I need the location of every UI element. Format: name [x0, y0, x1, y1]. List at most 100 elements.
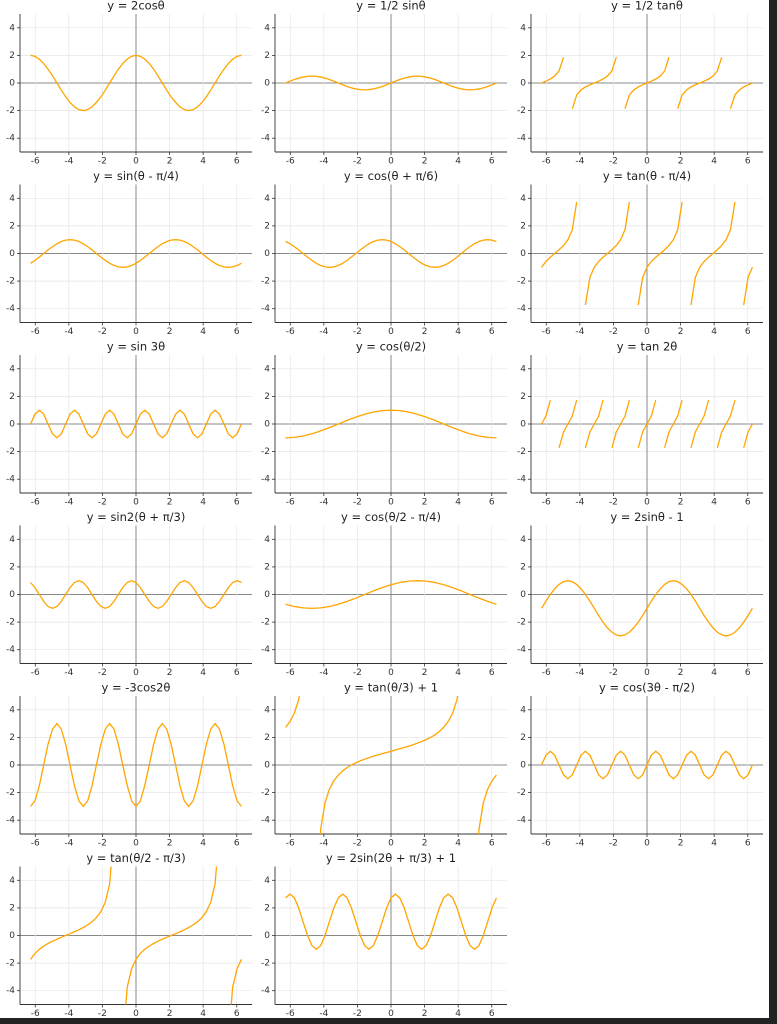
y-tick-label: 4: [9, 876, 15, 886]
x-tick-label: 0: [133, 1009, 139, 1019]
y-tick-label: 4: [9, 194, 15, 204]
x-tick-label: 4: [200, 1009, 206, 1019]
x-tick-label: 2: [167, 327, 173, 337]
y-tick-label: 0: [520, 249, 526, 259]
x-tick-label: -2: [98, 327, 107, 337]
x-tick-label: -6: [286, 839, 295, 849]
line: [541, 580, 753, 637]
x-tick-label: 4: [200, 327, 206, 337]
y-tick-label: -2: [261, 618, 270, 628]
subplot: y = sin 3θ -4 -2 0 2 4 -6 -4 -2 0 2 4 6: [6, 340, 252, 508]
y-tick-label: 4: [9, 705, 15, 715]
x-tick-label: 2: [678, 327, 684, 337]
line: [30, 866, 243, 1005]
x-tick-label: -4: [64, 327, 73, 337]
y-tick-label: -2: [517, 106, 526, 116]
x-tick-label: 2: [678, 668, 684, 678]
y-tick-label: 4: [520, 23, 526, 33]
x-tick-label: 4: [455, 668, 461, 678]
y-tick-label: 4: [264, 705, 270, 715]
x-tick-label: 2: [167, 498, 173, 508]
x-tick-label: 4: [455, 839, 461, 849]
x-tick-label: -2: [609, 157, 618, 167]
x-tick-label: -6: [286, 157, 295, 167]
y-tick-label: 2: [9, 51, 15, 61]
x-tick-label: -6: [542, 327, 551, 337]
x-tick-label: -4: [319, 668, 328, 678]
x-tick-label: 6: [489, 327, 495, 337]
subplot: y = cos(θ/2 - π/4) -4 -2 0 2 4 -6 -4 -2 0 2 4 6: [261, 510, 507, 678]
x-tick-label: -6: [31, 157, 40, 167]
y-tick-label: -4: [517, 475, 526, 485]
subplot: y = sin2(θ + π/3) -4 -2 0 2 4 -6 -4 -2 0 2 4 6: [6, 510, 252, 678]
y-tick-label: -4: [261, 816, 270, 826]
x-tick-label: -4: [575, 157, 584, 167]
y-tick-label: 2: [9, 903, 15, 913]
x-tick-label: 4: [200, 157, 206, 167]
chart-title: y = 2sin(2θ + π/3) + 1: [326, 851, 456, 865]
line: [285, 409, 497, 439]
line: [30, 722, 242, 808]
x-tick-label: 0: [388, 839, 394, 849]
edge: [769, 0, 777, 1024]
x-tick-label: 2: [678, 839, 684, 849]
subplot: y = cos(θ + π/6) -4 -2 0 2 4 -6 -4 -2 0 2 4 6: [261, 169, 507, 337]
subplot: y = tan(θ/3) + 1 -4 -2 0 2 4 -6 -4 -2 0 2 4 6: [261, 681, 507, 849]
subplot: y = tan(θ/2 - π/3) -4 -2 0 2 4 -6 -4 -2 0 2 4 6: [6, 851, 252, 1019]
x-tick-label: -2: [353, 157, 362, 167]
x-tick-label: 4: [711, 498, 717, 508]
y-tick-label: 2: [9, 392, 15, 402]
x-tick-label: 2: [422, 498, 428, 508]
y-tick-label: 2: [264, 733, 270, 743]
y-tick-label: -4: [6, 475, 15, 485]
line: [30, 54, 242, 112]
x-tick-label: -4: [575, 327, 584, 337]
x-tick-label: -2: [609, 839, 618, 849]
x-tick-label: -4: [64, 839, 73, 849]
x-tick-label: -6: [31, 1009, 40, 1019]
x-tick-label: -6: [542, 668, 551, 678]
y-tick-label: 0: [264, 931, 270, 941]
x-tick-label: -2: [609, 327, 618, 337]
x-tick-label: -6: [286, 668, 295, 678]
x-tick-label: 6: [234, 327, 240, 337]
line: [541, 56, 753, 110]
y-tick-label: 0: [9, 79, 15, 89]
x-tick-label: 0: [388, 498, 394, 508]
subplot: y = 2cosθ -4 -2 0 2 4 -6 -4 -2 0 2 4 6: [6, 0, 252, 167]
x-tick-label: 6: [234, 668, 240, 678]
y-tick-label: 2: [9, 221, 15, 231]
x-tick-label: -6: [286, 327, 295, 337]
x-tick-label: 0: [388, 327, 394, 337]
y-tick-label: 2: [264, 392, 270, 402]
x-tick-label: 0: [388, 1009, 394, 1019]
x-tick-label: 4: [711, 839, 717, 849]
y-tick-label: 0: [9, 249, 15, 259]
x-tick-label: -2: [98, 157, 107, 167]
y-tick-label: 4: [264, 194, 270, 204]
y-tick-label: -4: [6, 986, 15, 996]
x-tick-label: 4: [711, 327, 717, 337]
x-tick-label: 6: [234, 157, 240, 167]
y-tick-label: 2: [520, 221, 526, 231]
y-tick-label: -4: [517, 134, 526, 144]
x-tick-label: -2: [353, 327, 362, 337]
x-tick-label: 6: [745, 839, 751, 849]
x-tick-label: 0: [388, 668, 394, 678]
x-tick-label: -6: [542, 157, 551, 167]
x-tick-label: -2: [98, 1009, 107, 1019]
subplot: y = tan(θ - π/4) -4 -2 0 2 4 -6 -4 -2 0 2 4 6: [517, 169, 763, 337]
y-tick-label: 0: [9, 590, 15, 600]
x-tick-label: 6: [489, 668, 495, 678]
y-tick-label: 4: [264, 23, 270, 33]
y-tick-label: 4: [264, 535, 270, 545]
x-tick-label: 2: [678, 498, 684, 508]
subplot: y = 2sin(2θ + π/3) + 1 -4 -2 0 2 4 -6 -4 -2 0 2 4 6: [261, 851, 507, 1019]
y-tick-label: -2: [6, 959, 15, 969]
x-tick-label: -2: [98, 668, 107, 678]
x-tick-label: 6: [745, 498, 751, 508]
y-tick-label: 0: [264, 590, 270, 600]
chart-title: y = sin2(θ + π/3): [87, 510, 186, 524]
